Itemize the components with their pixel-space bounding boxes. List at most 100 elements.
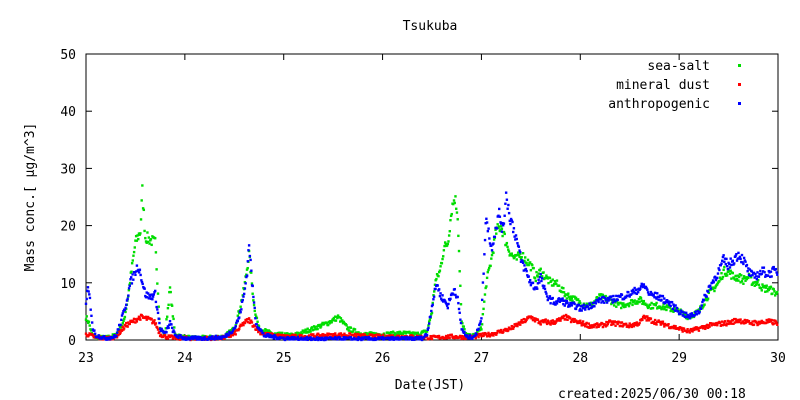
data-point (667, 300, 670, 303)
data-point (241, 321, 244, 325)
data-point (243, 287, 247, 290)
data-point (131, 319, 134, 322)
data-point (136, 234, 139, 237)
data-point (564, 318, 567, 321)
data-point (459, 334, 462, 338)
data-point (111, 333, 115, 336)
data-point (675, 309, 678, 312)
data-point (141, 282, 144, 286)
data-point (342, 320, 345, 324)
data-point (400, 334, 403, 338)
data-point (492, 251, 495, 255)
data-point (105, 336, 109, 340)
data-point (239, 311, 242, 314)
data-point (663, 325, 666, 328)
data-point (572, 295, 575, 298)
data-point (88, 332, 91, 335)
data-point (668, 306, 672, 309)
data-point (665, 308, 668, 312)
data-point (113, 334, 116, 337)
data-point (736, 274, 739, 277)
data-point (610, 323, 613, 327)
data-point (249, 258, 252, 262)
x-tick-label: 25 (276, 351, 292, 366)
data-point (132, 278, 135, 281)
data-point (452, 199, 456, 202)
data-point (645, 319, 648, 322)
data-point (124, 306, 127, 310)
data-point (770, 318, 773, 322)
data-point (614, 324, 617, 327)
data-point (236, 314, 240, 317)
data-point (539, 272, 542, 276)
data-point (673, 327, 677, 330)
data-point (561, 297, 564, 300)
data-point (154, 289, 157, 293)
data-point (128, 322, 131, 326)
data-point (504, 202, 507, 205)
data-point (89, 329, 93, 332)
data-point (529, 315, 533, 318)
data-point (445, 304, 449, 307)
data-point (538, 275, 542, 279)
data-point (332, 316, 336, 320)
data-point (146, 240, 150, 244)
data-point (673, 305, 676, 308)
data-point (152, 321, 155, 324)
data-point (534, 279, 537, 283)
data-point (718, 276, 722, 279)
data-point (727, 261, 730, 265)
data-point (512, 327, 515, 330)
data-point (396, 331, 400, 334)
data-point (454, 336, 457, 339)
data-point (500, 222, 503, 225)
data-point (743, 259, 747, 262)
data-point (138, 316, 141, 319)
data-point (139, 232, 142, 235)
data-point (648, 303, 652, 306)
data-point (528, 261, 532, 264)
data-point (399, 337, 403, 341)
data-point (256, 328, 259, 331)
data-point (482, 334, 485, 338)
legend-label: mineral dust (616, 78, 710, 93)
data-point (146, 315, 150, 319)
data-point (300, 335, 304, 338)
data-point (665, 304, 669, 307)
data-point (132, 320, 135, 324)
data-point (775, 271, 778, 274)
data-point (202, 334, 205, 338)
data-point (705, 295, 708, 298)
data-point (701, 300, 704, 304)
data-point (96, 336, 100, 339)
data-point (616, 322, 619, 326)
data-point (622, 324, 625, 327)
data-point (202, 338, 206, 341)
data-point (324, 333, 327, 337)
data-point (602, 295, 605, 299)
data-point (108, 338, 112, 341)
data-point (637, 297, 641, 301)
data-point (537, 272, 540, 275)
x-axis-label: Date(JST) (395, 378, 465, 393)
x-tick-label: 29 (671, 351, 687, 366)
data-point (263, 330, 266, 334)
data-point (737, 251, 740, 255)
data-point (408, 331, 412, 335)
data-point (291, 333, 295, 337)
data-point (101, 337, 104, 340)
data-point (507, 248, 510, 251)
data-point (561, 315, 564, 318)
data-point (397, 334, 401, 338)
data-point (322, 338, 326, 342)
data-point (147, 236, 151, 239)
data-point (423, 335, 426, 339)
data-point (650, 301, 653, 305)
data-point (531, 281, 535, 285)
data-point (457, 249, 461, 253)
data-point (516, 324, 519, 328)
data-point (544, 290, 547, 294)
data-point (501, 234, 504, 238)
data-point (654, 303, 658, 307)
